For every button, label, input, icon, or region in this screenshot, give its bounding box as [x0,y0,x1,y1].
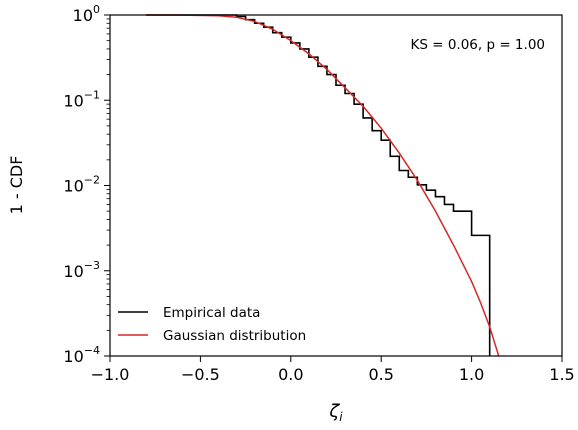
legend-label-empirical: Empirical data [163,305,260,321]
ks-annotation: KS = 0.06, p = 1.00 [411,37,545,53]
series-line-empirical [146,14,491,356]
series-line-gaussian [146,14,500,357]
y-tick-exponent: −2 [84,174,100,187]
y-tick-exponent: −3 [84,259,100,272]
y-tick-label: 10−4 [63,344,100,366]
x-axis-ticks: −1.0 −0.5 0.0 0.5 1.0 1.5 [91,356,575,384]
y-tick-base: 10 [73,6,93,25]
y-tick-exponent: 0 [93,3,100,16]
y-tick-label: 10−2 [63,174,100,196]
y-tick-label: 10−1 [63,88,100,110]
y-tick-label: 10−3 [63,259,100,281]
y-axis-label: 1 - CDF [7,156,26,215]
y-tick-base: 10 [63,262,83,281]
x-tick-label: 1.5 [549,365,574,384]
x-axis-label-sub: i [339,410,343,424]
y-tick-base: 10 [63,91,83,110]
series-layer [146,14,500,357]
y-tick-exponent: −1 [84,88,100,101]
legend: Empirical data Gaussian distribution [118,305,306,344]
y-tick-base: 10 [63,177,83,196]
y-tick-label: 100 [73,3,100,25]
x-axis-label: ζi [328,401,343,424]
x-tick-label: −1.0 [91,365,130,384]
x-tick-label: 0.0 [278,365,303,384]
y-tick-base: 10 [63,347,83,366]
plot-area [110,15,562,356]
x-axis-label-main: ζ [328,401,340,422]
x-tick-label: 1.0 [459,365,484,384]
x-tick-label: 0.5 [368,365,393,384]
legend-label-gaussian: Gaussian distribution [163,328,306,344]
x-tick-label: −0.5 [181,365,220,384]
y-tick-exponent: −4 [84,344,100,357]
